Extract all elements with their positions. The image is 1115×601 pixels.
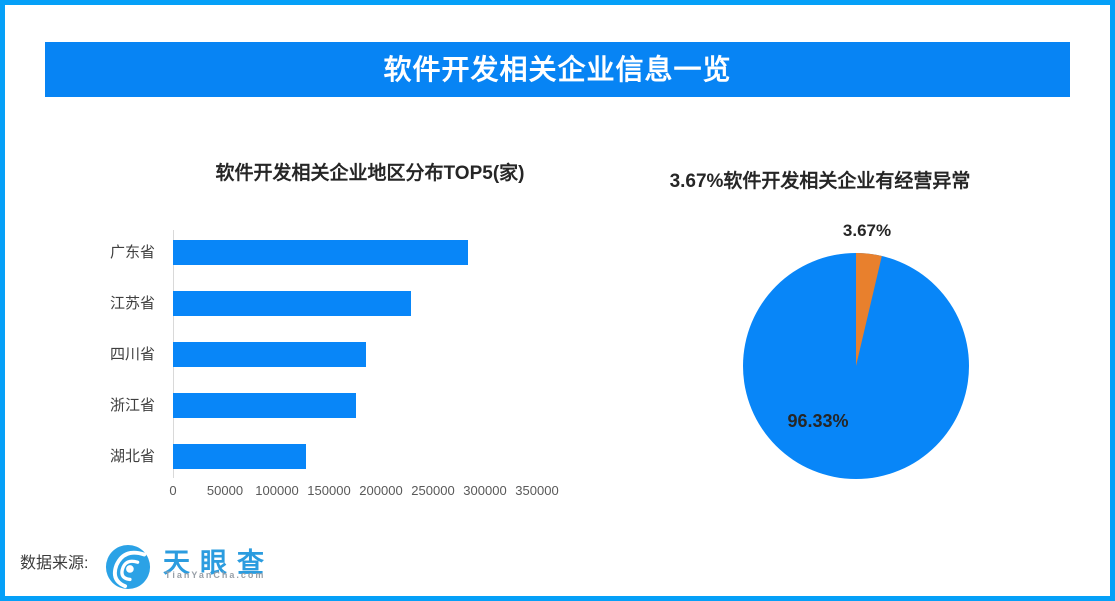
pie-slice-label-abnormal: 3.67% (842, 221, 892, 240)
page-title: 软件开发相关企业信息一览 (45, 42, 1070, 97)
x-axis-tick-label: 150000 (307, 483, 351, 498)
bar-row: 湖北省 (100, 444, 580, 469)
bar-row: 江苏省 (100, 291, 580, 316)
tianyancha-logo-text: 天眼查 (163, 548, 274, 578)
bar-浙江省 (173, 393, 356, 418)
bar-chart-x-axis: 0 50000 100000 150000 200000 250000 300000 3500… (100, 483, 580, 501)
bar-chart-title: 软件开发相关企业地区分布TOP5(家) (215, 163, 525, 184)
bar-category-label: 广东省 (110, 244, 156, 261)
x-axis-tick-label: 0 (169, 483, 177, 498)
x-axis-tick-label: 250000 (411, 483, 455, 498)
x-axis-tick-label: 350000 (515, 483, 559, 498)
abnormal-operation-pie-chart (743, 253, 969, 479)
bar-category-label: 湖北省 (110, 448, 156, 465)
bar-广东省 (173, 240, 468, 265)
bar-江苏省 (173, 291, 411, 316)
x-axis-tick-label: 100000 (255, 483, 299, 498)
bar-category-label: 浙江省 (110, 397, 156, 414)
bar-row: 浙江省 (100, 393, 580, 418)
bar-湖北省 (173, 444, 306, 469)
bar-category-label: 江苏省 (110, 295, 156, 312)
bar-category-label: 四川省 (110, 346, 156, 363)
bar-四川省 (173, 342, 366, 367)
region-bar-chart: 广东省江苏省四川省浙江省湖北省 0 50000 100000 150000 200000… (100, 228, 580, 518)
tianyancha-logo-icon (105, 544, 151, 590)
tianyancha-logo: 天眼查 TianYanCha.com (105, 541, 325, 591)
x-axis-tick-label: 300000 (463, 483, 507, 498)
x-axis-tick-label: 200000 (359, 483, 403, 498)
x-axis-tick-label: 50000 (206, 483, 244, 498)
pie-slice-abnormal (856, 253, 882, 366)
bar-row: 四川省 (100, 342, 580, 367)
data-source-label: 数据来源: (20, 555, 89, 572)
pie-chart-title: 3.67%软件开发相关企业有经营异常 (669, 171, 971, 192)
pie-slice-label-normal: 96.33% (787, 411, 849, 431)
bar-row: 广东省 (100, 240, 580, 265)
tianyancha-logo-subtext: TianYanCha.com (165, 570, 266, 580)
